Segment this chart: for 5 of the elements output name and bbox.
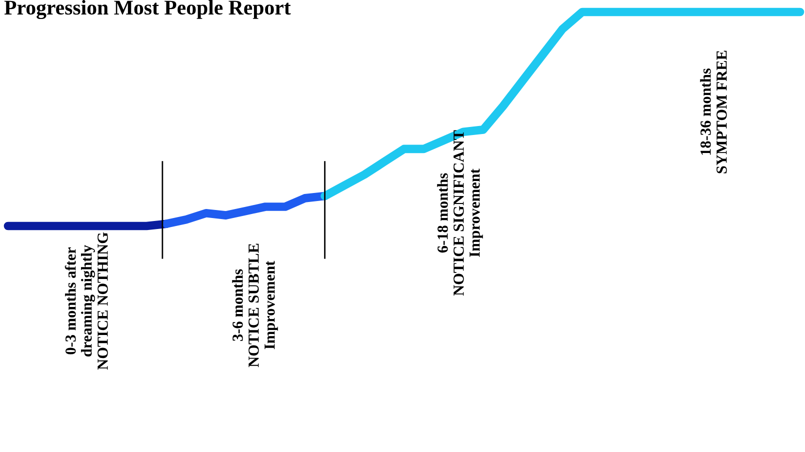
- annotation: 18-36 months SYMPTOM FREE: [700, 50, 727, 174]
- text: 0-3 months after dreaming nightly NOTICE NOTHING: [64, 232, 108, 370]
- text: 3-6 months NOTICE SUBTLE Improvement: [232, 244, 278, 368]
- annotation: 6-18 months NOTICE SIGNIFICANT Improvement: [437, 130, 483, 296]
- chart-title: Progression Most People Report: [4, 0, 291, 20]
